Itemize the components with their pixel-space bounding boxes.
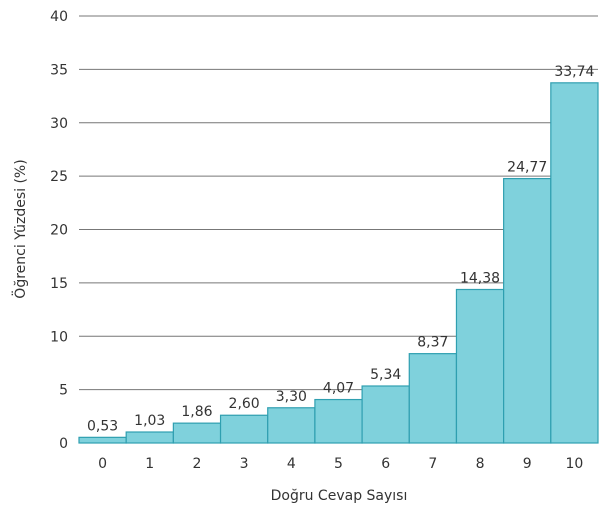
data-label: 4,07	[323, 381, 354, 397]
data-label: 8,37	[417, 335, 448, 351]
data-label: 3,30	[276, 389, 307, 405]
x-tick-label: 8	[476, 456, 485, 472]
x-tick-label: 6	[381, 456, 390, 472]
data-label: 14,38	[460, 270, 500, 286]
y-tick-label: 15	[50, 276, 68, 292]
bar	[503, 177, 552, 444]
y-tick-label: 0	[59, 436, 68, 452]
x-tick-label: 1	[145, 456, 154, 472]
y-tick-label: 10	[50, 329, 68, 345]
bar	[455, 288, 505, 444]
x-tick-label: 7	[428, 456, 437, 472]
bar	[267, 407, 316, 444]
bar	[408, 353, 458, 444]
x-axis-ticks: 0 1 2 3 4 5 6 7 8 9 10	[98, 456, 583, 472]
data-label: 1,03	[134, 413, 165, 429]
x-axis-title: Doğru Cevap Sayısı	[271, 488, 408, 504]
bar	[550, 82, 599, 444]
bar	[219, 414, 269, 444]
grid-lines	[79, 15, 598, 444]
x-tick-label: 0	[98, 456, 107, 472]
data-label: 33,74	[554, 64, 594, 80]
data-labels: 0,53 1,03 1,86 2,60 3,30 4,07 5,34 8,37 14,38 24,…	[87, 64, 595, 435]
bars	[78, 82, 599, 444]
y-tick-label: 40	[50, 9, 68, 25]
y-tick-label: 30	[50, 116, 68, 132]
bar	[78, 436, 127, 444]
data-label: 0,53	[87, 418, 118, 434]
x-tick-label: 3	[240, 456, 249, 472]
data-label: 1,86	[181, 404, 212, 420]
x-tick-label: 10	[565, 456, 583, 472]
x-tick-label: 9	[523, 456, 532, 472]
bar	[361, 385, 410, 444]
data-label: 2,60	[229, 396, 260, 412]
y-tick-label: 5	[59, 383, 68, 399]
bar	[125, 431, 174, 444]
data-label: 24,77	[507, 160, 547, 176]
y-tick-label: 20	[50, 223, 68, 239]
x-tick-label: 4	[287, 456, 296, 472]
bar	[314, 398, 363, 444]
y-axis-title: Öğrenci Yüzdesi (%)	[11, 159, 29, 298]
y-axis-ticks: 0 5 10 15 20 25 30 35 40	[50, 9, 68, 452]
bar	[172, 422, 222, 444]
x-tick-label: 2	[192, 456, 201, 472]
y-tick-label: 35	[50, 62, 68, 78]
x-tick-label: 5	[334, 456, 343, 472]
data-label: 5,34	[370, 367, 401, 383]
y-tick-label: 25	[50, 169, 68, 185]
